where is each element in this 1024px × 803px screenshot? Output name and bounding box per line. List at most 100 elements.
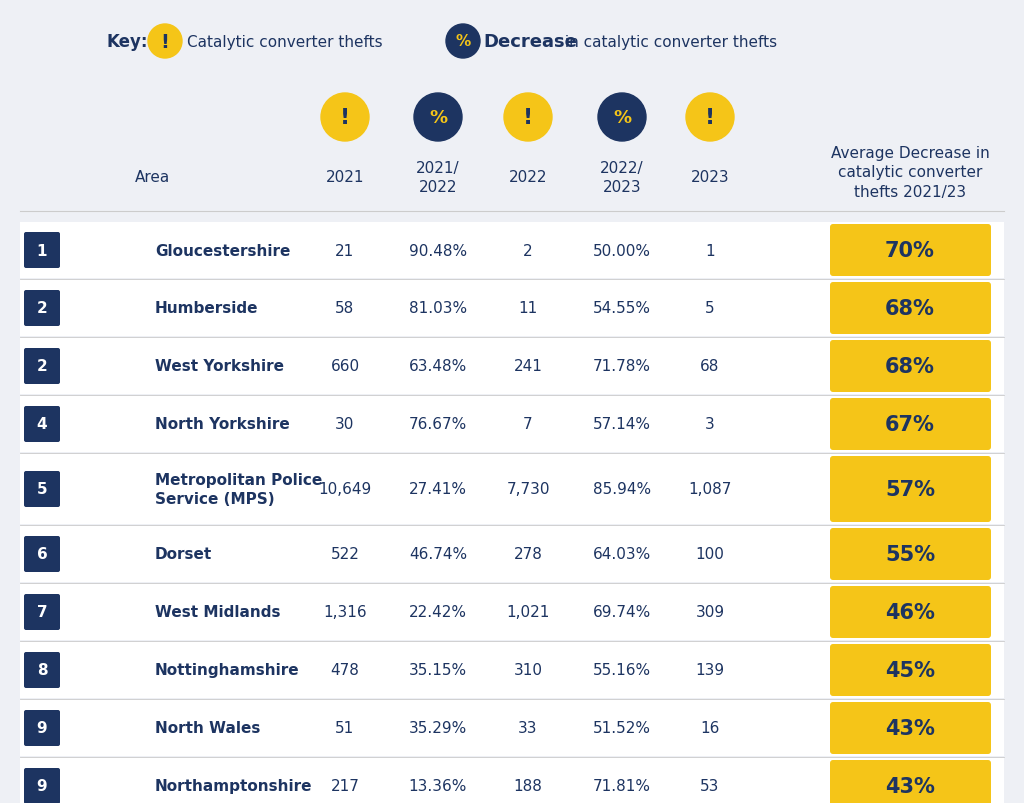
Text: Area: Area [135,170,170,185]
Text: 67%: 67% [885,414,935,434]
Text: 16: 16 [700,720,720,736]
FancyBboxPatch shape [24,536,60,573]
Text: Catalytic converter thefts: Catalytic converter thefts [187,35,383,50]
FancyBboxPatch shape [20,642,1004,698]
Text: 90.48%: 90.48% [409,243,467,259]
Text: 57.14%: 57.14% [593,417,651,432]
Text: 9: 9 [37,779,47,793]
Text: 64.03%: 64.03% [593,547,651,562]
Text: North Wales: North Wales [155,720,260,736]
Text: 76.67%: 76.67% [409,417,467,432]
FancyBboxPatch shape [830,456,991,522]
Text: 100: 100 [695,547,724,562]
Text: 5: 5 [706,301,715,316]
Text: 71.78%: 71.78% [593,359,651,374]
FancyBboxPatch shape [24,471,60,507]
Text: %: % [613,109,631,127]
Text: !: ! [705,108,715,128]
Text: 13.36%: 13.36% [409,779,467,793]
Text: 2021/
2022: 2021/ 2022 [416,161,460,194]
Text: 478: 478 [331,662,359,678]
Text: 1,316: 1,316 [324,605,367,620]
FancyBboxPatch shape [830,586,991,638]
Circle shape [446,25,480,59]
Text: 33: 33 [518,720,538,736]
Text: Nottinghamshire: Nottinghamshire [155,662,300,678]
FancyBboxPatch shape [20,222,1004,279]
FancyBboxPatch shape [24,349,60,385]
Circle shape [414,94,462,142]
FancyBboxPatch shape [20,454,1004,524]
Text: %: % [429,109,447,127]
Text: 21: 21 [336,243,354,259]
Text: 57%: 57% [885,479,935,499]
Text: 70%: 70% [885,241,935,261]
Text: 35.15%: 35.15% [409,662,467,678]
Text: 139: 139 [695,662,725,678]
Text: 1: 1 [706,243,715,259]
Text: West Yorkshire: West Yorkshire [155,359,284,374]
Text: 30: 30 [335,417,354,432]
Text: 53: 53 [700,779,720,793]
Text: 71.81%: 71.81% [593,779,651,793]
Text: Metropolitan Police
Service (MPS): Metropolitan Police Service (MPS) [155,473,323,506]
FancyBboxPatch shape [830,760,991,803]
Text: 50.00%: 50.00% [593,243,651,259]
Text: 58: 58 [336,301,354,316]
FancyBboxPatch shape [24,406,60,442]
Text: 63.48%: 63.48% [409,359,467,374]
FancyBboxPatch shape [20,339,1004,394]
Text: 2022/
2023: 2022/ 2023 [600,161,644,194]
Text: 10,649: 10,649 [318,482,372,497]
FancyBboxPatch shape [24,233,60,269]
Text: 7: 7 [37,605,47,620]
Text: 68: 68 [700,359,720,374]
Circle shape [321,94,369,142]
Text: 3: 3 [706,417,715,432]
Text: Average Decrease in
catalytic converter
thefts 2021/23: Average Decrease in catalytic converter … [830,146,989,199]
Text: !: ! [340,108,350,128]
Text: 54.55%: 54.55% [593,301,651,316]
Text: West Midlands: West Midlands [155,605,281,620]
FancyBboxPatch shape [830,340,991,393]
Text: 27.41%: 27.41% [409,482,467,497]
FancyBboxPatch shape [20,526,1004,582]
Text: 51: 51 [336,720,354,736]
Text: 2023: 2023 [690,170,729,185]
Text: 7: 7 [523,417,532,432]
Text: Northamptonshire: Northamptonshire [155,779,312,793]
Text: 4: 4 [37,417,47,432]
Text: 8: 8 [37,662,47,678]
Text: 6: 6 [37,547,47,562]
Text: 55%: 55% [885,544,935,565]
Text: 55.16%: 55.16% [593,662,651,678]
FancyBboxPatch shape [24,594,60,630]
Text: 1,087: 1,087 [688,482,732,497]
FancyBboxPatch shape [830,702,991,754]
Text: Humberside: Humberside [155,301,258,316]
Circle shape [598,94,646,142]
Circle shape [148,25,182,59]
Text: Decrease: Decrease [483,33,577,51]
FancyBboxPatch shape [830,644,991,696]
Text: !: ! [523,108,534,128]
Text: Dorset: Dorset [155,547,212,562]
Text: 2021: 2021 [326,170,365,185]
Text: 69.74%: 69.74% [593,605,651,620]
Text: 9: 9 [37,720,47,736]
Text: 22.42%: 22.42% [409,605,467,620]
FancyBboxPatch shape [20,700,1004,756]
Text: 45%: 45% [885,660,935,680]
Text: 2: 2 [37,301,47,316]
FancyBboxPatch shape [24,710,60,746]
Text: 51.52%: 51.52% [593,720,651,736]
FancyBboxPatch shape [20,281,1004,336]
Text: 85.94%: 85.94% [593,482,651,497]
Text: %: % [456,35,471,50]
Text: 217: 217 [331,779,359,793]
FancyBboxPatch shape [20,585,1004,640]
Text: 68%: 68% [885,299,935,319]
FancyBboxPatch shape [830,398,991,450]
Text: 11: 11 [518,301,538,316]
Text: 522: 522 [331,547,359,562]
